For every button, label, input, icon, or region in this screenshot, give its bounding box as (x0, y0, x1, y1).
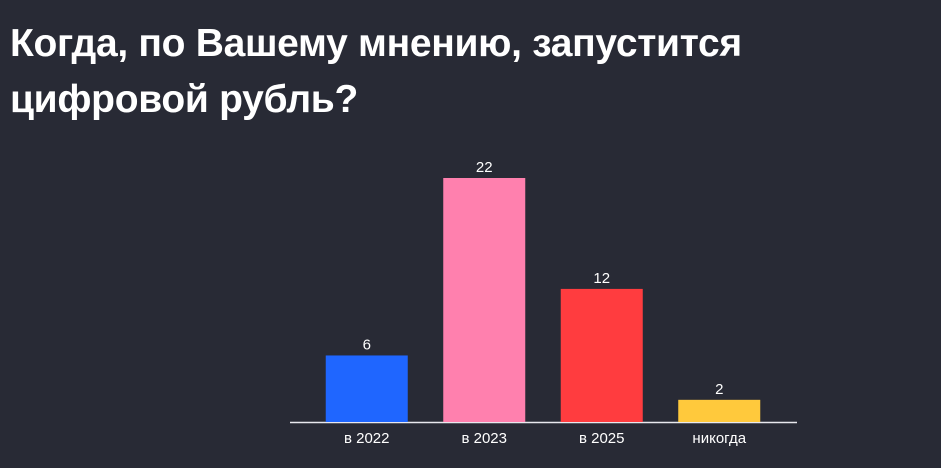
x-tick-label: в 2023 (461, 430, 507, 447)
x-tick-label: никогда (692, 430, 746, 447)
value-label: 12 (593, 270, 610, 287)
value-label: 2 (715, 381, 723, 398)
bar (678, 399, 761, 422)
bar (560, 288, 643, 422)
bar (325, 355, 408, 422)
value-label: 6 (363, 336, 371, 353)
x-tick-label: в 2022 (344, 430, 390, 447)
x-tick-label: в 2025 (579, 430, 625, 447)
chart-title: Когда, по Вашему мнению, запустится цифр… (10, 22, 742, 121)
value-label: 22 (476, 159, 493, 176)
bar (443, 178, 526, 422)
